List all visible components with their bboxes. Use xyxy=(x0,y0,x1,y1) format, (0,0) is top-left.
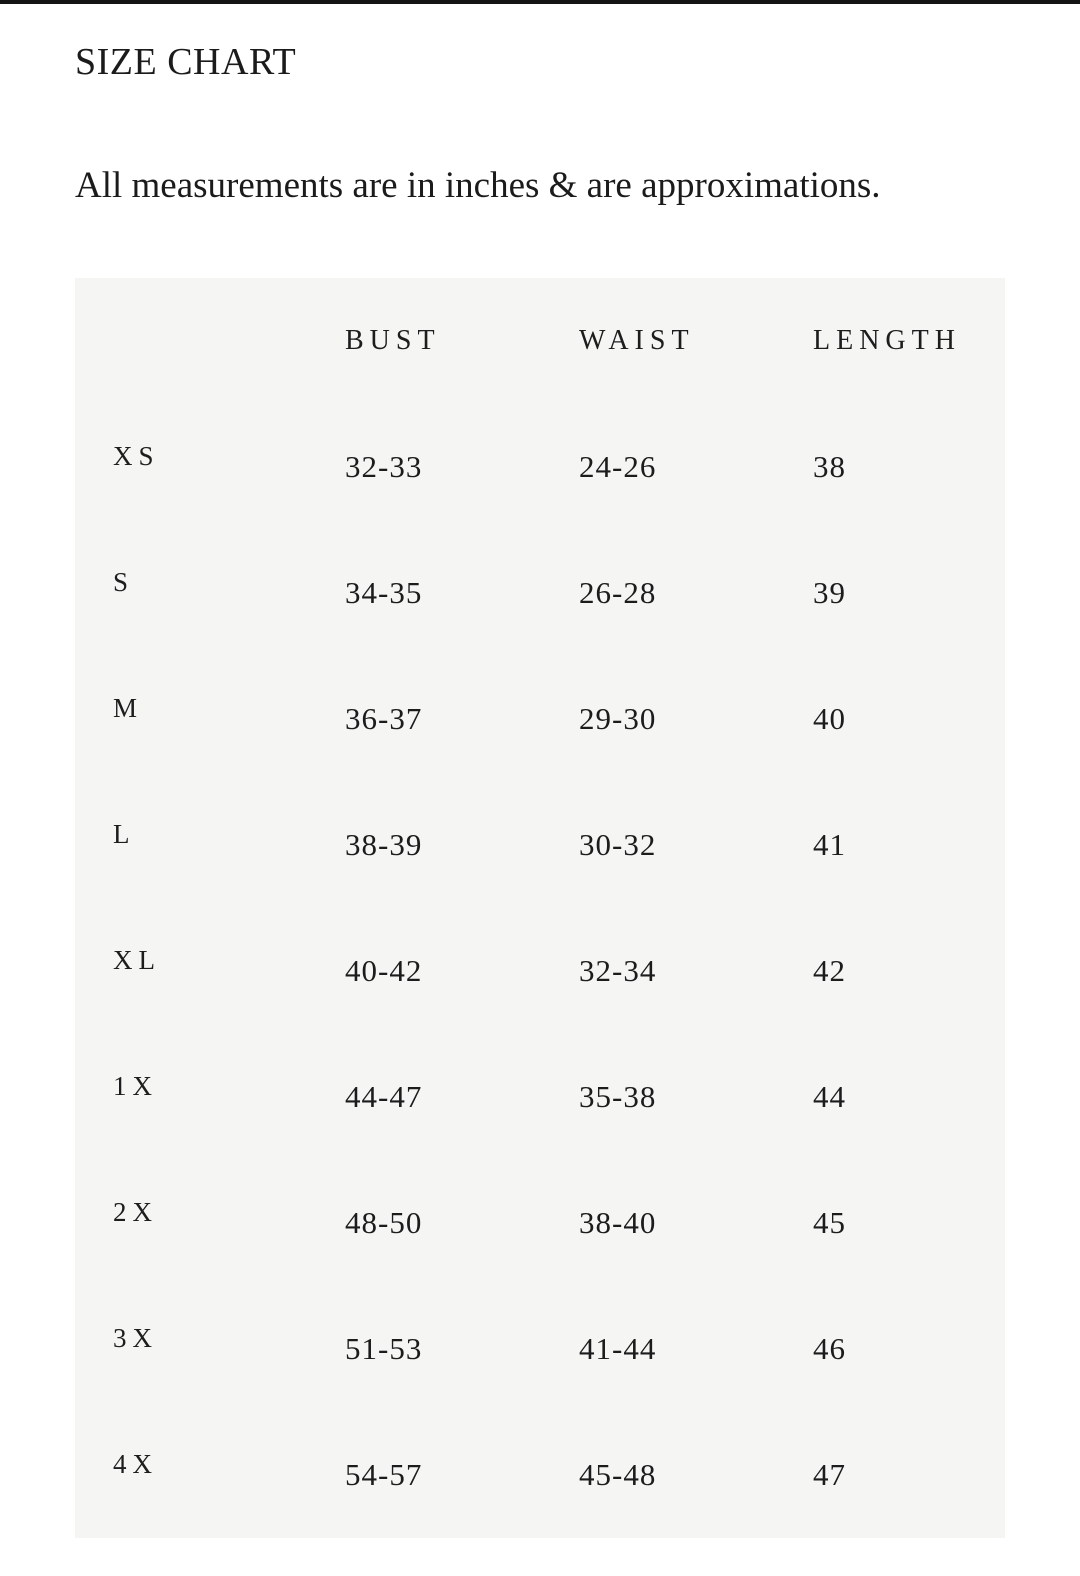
bust-value: 36-37 xyxy=(345,701,423,736)
size-table-panel: BUST WAIST LENGTH XS 32-33 24-26 38 S 34… xyxy=(75,278,1005,1538)
table-row: S 34-35 26-28 39 xyxy=(75,530,1005,656)
table-row: M 36-37 29-30 40 xyxy=(75,656,1005,782)
size-label: 2X xyxy=(113,1196,158,1227)
column-header-waist: WAIST xyxy=(579,325,695,356)
length-value: 39 xyxy=(813,575,846,610)
waist-value: 32-34 xyxy=(579,953,657,988)
size-label: XS xyxy=(113,440,160,471)
top-border-bar xyxy=(0,0,1080,4)
bust-value: 38-39 xyxy=(345,827,423,862)
column-header-length: LENGTH xyxy=(813,325,961,356)
size-label: 1X xyxy=(113,1070,158,1101)
waist-value: 29-30 xyxy=(579,701,657,736)
length-value: 44 xyxy=(813,1079,846,1114)
size-label: XL xyxy=(113,944,161,975)
measurements-note: All measurements are in inches & are app… xyxy=(75,165,881,206)
length-value: 46 xyxy=(813,1331,846,1366)
size-chart-page: SIZE CHART All measurements are in inche… xyxy=(0,4,1080,1538)
table-row: 3X 51-53 41-44 46 xyxy=(75,1286,1005,1412)
bust-value: 48-50 xyxy=(345,1205,423,1240)
waist-value: 24-26 xyxy=(579,449,657,484)
size-label: M xyxy=(113,692,144,723)
table-row: 1X 44-47 35-38 44 xyxy=(75,1034,1005,1160)
waist-value: 26-28 xyxy=(579,575,657,610)
bust-value: 54-57 xyxy=(345,1457,423,1492)
bust-value: 34-35 xyxy=(345,575,423,610)
waist-value: 35-38 xyxy=(579,1079,657,1114)
size-label: L xyxy=(113,818,136,849)
table-row: 2X 48-50 38-40 45 xyxy=(75,1160,1005,1286)
waist-value: 45-48 xyxy=(579,1457,657,1492)
length-value: 40 xyxy=(813,701,846,736)
table-row: XS 32-33 24-26 38 xyxy=(75,404,1005,530)
size-label: S xyxy=(113,566,135,597)
waist-value: 38-40 xyxy=(579,1205,657,1240)
table-header-row: BUST WAIST LENGTH xyxy=(75,278,1005,404)
page-title: SIZE CHART xyxy=(75,41,297,83)
bust-value: 51-53 xyxy=(345,1331,423,1366)
size-label: 4X xyxy=(113,1448,158,1479)
table-body: XS 32-33 24-26 38 S 34-35 26-28 39 M 36-… xyxy=(75,404,1005,1538)
waist-value: 41-44 xyxy=(579,1331,657,1366)
table-row: 4X 54-57 45-48 47 xyxy=(75,1412,1005,1538)
length-value: 42 xyxy=(813,953,846,988)
table-row: XL 40-42 32-34 42 xyxy=(75,908,1005,1034)
column-header-bust: BUST xyxy=(345,325,441,356)
table-row: L 38-39 30-32 41 xyxy=(75,782,1005,908)
length-value: 47 xyxy=(813,1457,846,1492)
bust-value: 32-33 xyxy=(345,449,423,484)
length-value: 38 xyxy=(813,449,846,484)
bust-value: 40-42 xyxy=(345,953,423,988)
length-value: 41 xyxy=(813,827,846,862)
length-value: 45 xyxy=(813,1205,846,1240)
size-label: 3X xyxy=(113,1322,158,1353)
bust-value: 44-47 xyxy=(345,1079,423,1114)
waist-value: 30-32 xyxy=(579,827,657,862)
